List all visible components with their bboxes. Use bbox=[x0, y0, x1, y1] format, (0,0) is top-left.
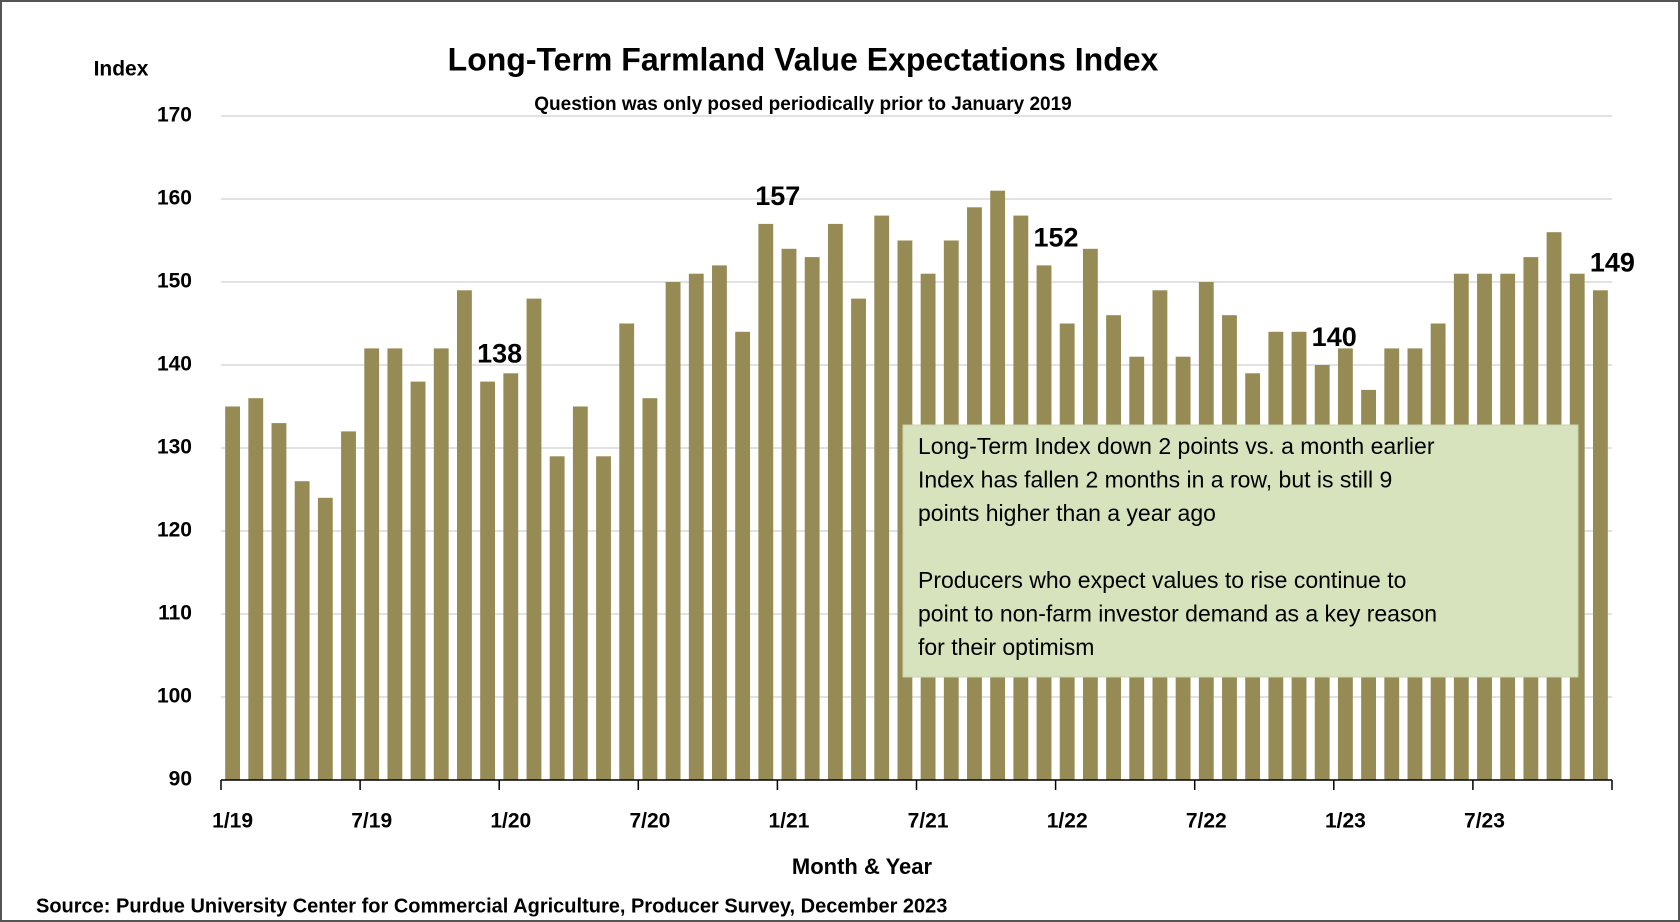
x-tick-label: 1/23 bbox=[1325, 810, 1366, 833]
bar bbox=[1592, 290, 1608, 780]
x-tick-label: 1/21 bbox=[769, 810, 810, 833]
source-note: Source: Purdue University Center for Com… bbox=[36, 895, 947, 917]
bar bbox=[851, 298, 866, 780]
annotation-text: Producers who expect values to rise cont… bbox=[918, 567, 1406, 593]
bar bbox=[572, 406, 588, 780]
x-tick-label: 7/19 bbox=[351, 810, 392, 833]
x-tick-label: 7/22 bbox=[1186, 810, 1227, 833]
bar bbox=[619, 323, 635, 780]
bar bbox=[457, 290, 472, 780]
bar bbox=[642, 398, 658, 780]
annotation-text: point to non-farm investor demand as a k… bbox=[918, 601, 1437, 627]
bar bbox=[503, 373, 519, 780]
y-tick-label: 120 bbox=[157, 519, 192, 542]
y-axis-title: Index bbox=[94, 58, 149, 81]
x-tick-label: 1/19 bbox=[212, 810, 253, 833]
x-tick-label: 7/21 bbox=[908, 810, 949, 833]
bar bbox=[480, 381, 496, 780]
bar bbox=[271, 423, 287, 780]
bar bbox=[758, 223, 774, 780]
bar bbox=[874, 215, 890, 781]
bar bbox=[781, 248, 797, 781]
annotation-text: Long-Term Index down 2 points vs. a mont… bbox=[918, 433, 1435, 459]
annotation-box bbox=[902, 424, 1579, 678]
x-axis-title: Month & Year bbox=[792, 854, 933, 879]
bar bbox=[665, 282, 681, 780]
bar bbox=[596, 456, 611, 780]
bar bbox=[712, 265, 727, 780]
y-tick-label: 100 bbox=[157, 685, 192, 708]
bar bbox=[827, 223, 843, 780]
y-tick-label: 110 bbox=[158, 602, 192, 625]
x-tick-label: 1/20 bbox=[490, 810, 531, 833]
annotation-text: Index has fallen 2 months in a row, but … bbox=[918, 467, 1392, 493]
y-tick-label: 170 bbox=[157, 104, 192, 127]
bar bbox=[688, 273, 704, 780]
data-label: 152 bbox=[1033, 223, 1078, 253]
x-tick-label: 7/20 bbox=[629, 810, 670, 833]
x-tick-label: 1/22 bbox=[1047, 810, 1088, 833]
bar bbox=[317, 497, 333, 780]
bar bbox=[341, 431, 356, 780]
chart-title: Long-Term Farmland Value Expectations In… bbox=[448, 41, 1159, 77]
data-label: 149 bbox=[1590, 247, 1635, 277]
bar bbox=[248, 398, 264, 780]
data-label: 140 bbox=[1312, 322, 1357, 352]
bar bbox=[410, 381, 426, 780]
y-tick-label: 140 bbox=[157, 353, 192, 376]
bar bbox=[735, 331, 751, 780]
chart-subtitle: Question was only posed periodically pri… bbox=[534, 94, 1071, 115]
data-label: 138 bbox=[477, 339, 522, 369]
y-tick-label: 160 bbox=[157, 187, 192, 210]
bar bbox=[433, 348, 449, 780]
bar bbox=[804, 257, 820, 781]
bar bbox=[364, 348, 380, 780]
bar bbox=[225, 406, 241, 780]
bar bbox=[526, 298, 542, 780]
bar bbox=[549, 456, 565, 780]
y-tick-label: 130 bbox=[157, 436, 192, 459]
y-tick-label: 150 bbox=[157, 270, 192, 293]
x-tick-label: 7/23 bbox=[1464, 810, 1505, 833]
annotation-text: points higher than a year ago bbox=[918, 500, 1216, 526]
y-tick-label: 90 bbox=[169, 768, 192, 791]
bar bbox=[294, 481, 310, 780]
data-label: 157 bbox=[755, 181, 800, 211]
annotation-text: for their optimism bbox=[918, 634, 1094, 660]
bar bbox=[387, 348, 403, 780]
